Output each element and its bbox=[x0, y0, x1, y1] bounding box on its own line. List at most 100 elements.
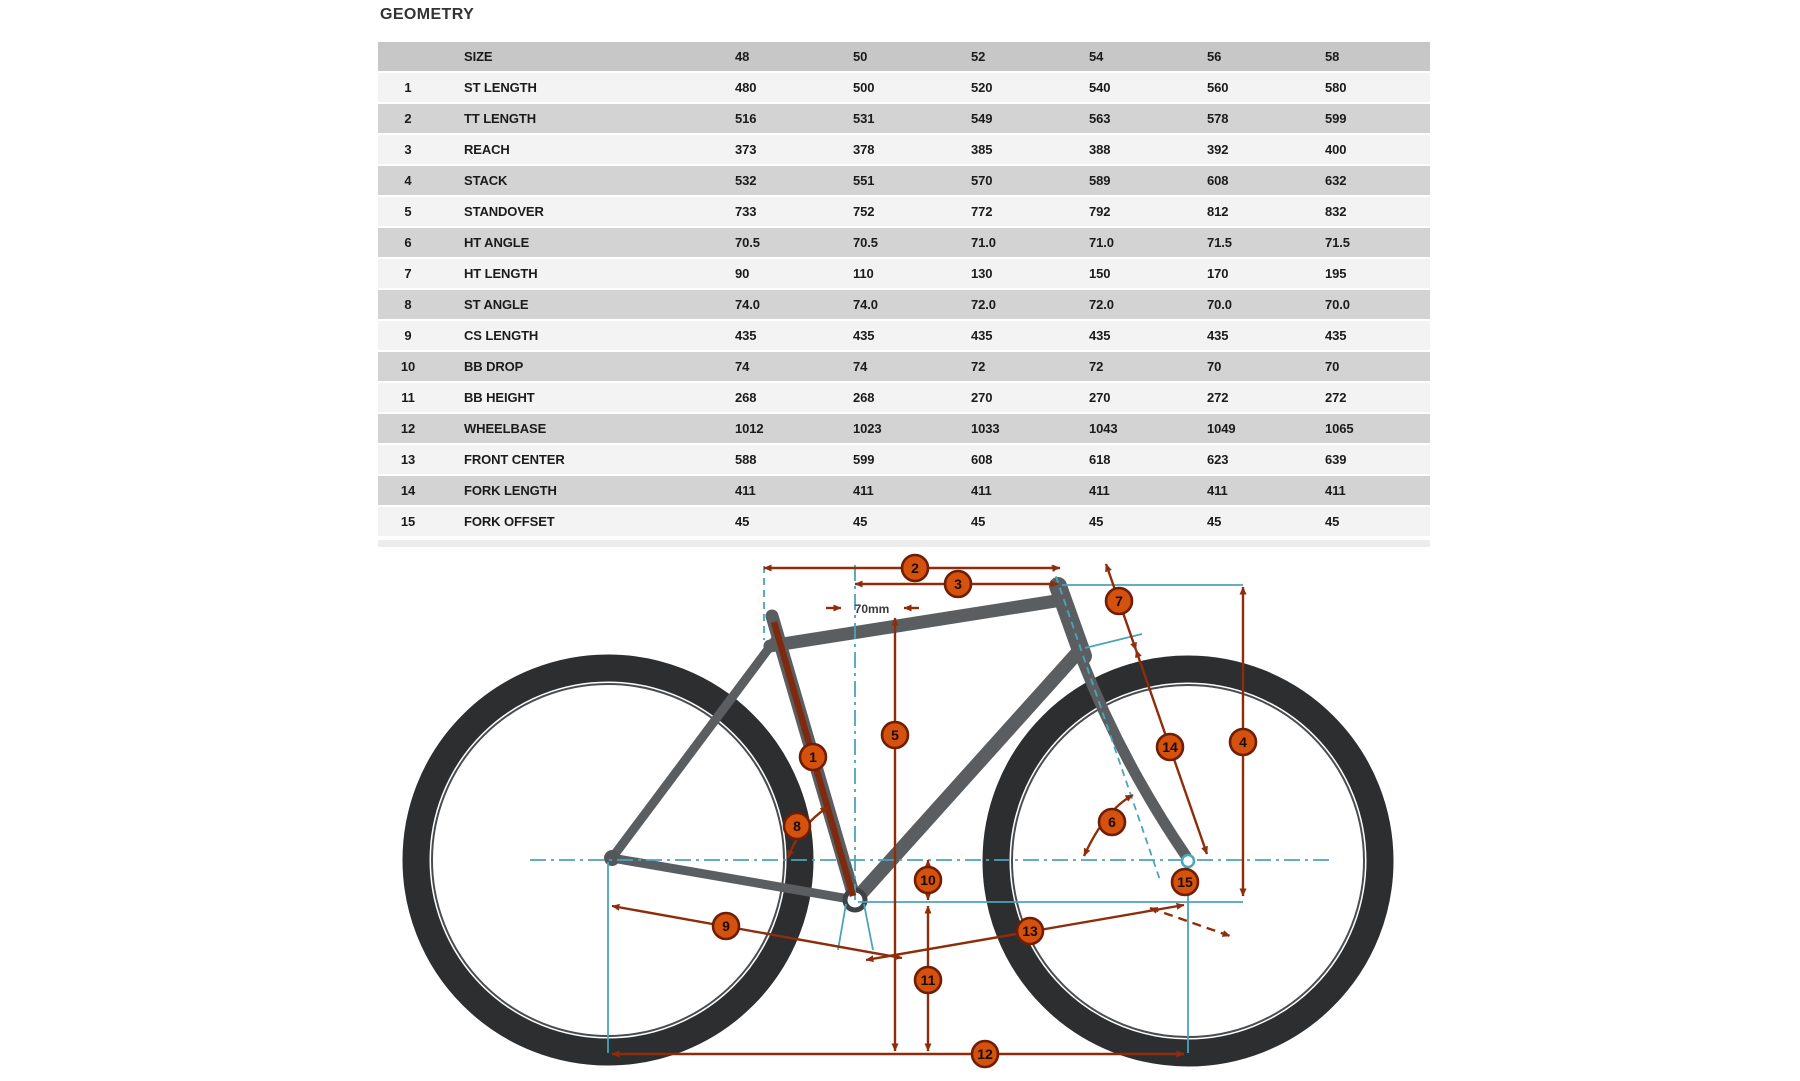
cell-value: 1012 bbox=[735, 421, 764, 436]
cell-value: 531 bbox=[853, 111, 875, 126]
cell-value: 71.0 bbox=[971, 235, 996, 250]
cell-value: 71.0 bbox=[1089, 235, 1114, 250]
row-label: ST ANGLE bbox=[464, 297, 529, 312]
table-row: 3 REACH 373 378 385 388 392 400 bbox=[378, 135, 1430, 164]
svg-text:12: 12 bbox=[977, 1046, 993, 1062]
seat-stay bbox=[607, 631, 783, 863]
callout-cs-length: 9 bbox=[711, 911, 741, 941]
cell-value: 400 bbox=[1325, 142, 1347, 157]
svg-text:7: 7 bbox=[1115, 593, 1123, 609]
cell-value: 1033 bbox=[971, 421, 1000, 436]
cell-value: 150 bbox=[1089, 266, 1111, 281]
table-row: 2 TT LENGTH 516 531 549 563 578 599 bbox=[378, 104, 1430, 133]
cell-value: 130 bbox=[971, 266, 993, 281]
callout-st-angle: 8 bbox=[782, 811, 812, 841]
section-title: GEOMETRY bbox=[380, 6, 475, 23]
cell-value: 45 bbox=[1207, 514, 1222, 529]
row-label: BB HEIGHT bbox=[464, 390, 535, 405]
cell-value: 411 bbox=[735, 483, 756, 498]
geometry-table: SIZE 48 50 52 54 56 58 1 ST LENGTH 480 500 5… bbox=[378, 40, 1430, 538]
cell-value: 588 bbox=[735, 452, 757, 467]
row-number: 1 bbox=[404, 80, 412, 95]
top-tube bbox=[763, 593, 1069, 653]
cell-value: 70.0 bbox=[1325, 297, 1350, 312]
cell-value: 1043 bbox=[1089, 421, 1118, 436]
cell-value: 599 bbox=[853, 452, 875, 467]
cell-value: 532 bbox=[735, 173, 757, 188]
column-header-size: SIZE bbox=[464, 49, 493, 64]
table-row: 13 FRONT CENTER 588 599 608 618 623 639 bbox=[378, 445, 1430, 474]
cell-value: 411 bbox=[1325, 483, 1346, 498]
geometry-table-body: 1 ST LENGTH 480 500 520 540 560 580 2 TT LENGTH 51… bbox=[378, 73, 1430, 536]
callout-front-center: 13 bbox=[1015, 916, 1045, 946]
cell-value: 378 bbox=[853, 142, 875, 157]
svg-text:5: 5 bbox=[891, 727, 899, 743]
cell-value: 578 bbox=[1207, 111, 1229, 126]
row-label: CS LENGTH bbox=[464, 328, 539, 343]
cell-value: 71.5 bbox=[1325, 235, 1350, 250]
cell-value: 72.0 bbox=[971, 297, 996, 312]
table-footer-strip bbox=[378, 540, 1430, 547]
cell-value: 520 bbox=[971, 80, 993, 95]
row-label: HT LENGTH bbox=[464, 266, 538, 281]
cell-value: 270 bbox=[1089, 390, 1111, 405]
cell-value: 563 bbox=[1089, 111, 1111, 126]
callout-standover: 5 bbox=[880, 720, 910, 750]
row-number: 2 bbox=[404, 111, 412, 126]
rear-dropout bbox=[604, 850, 620, 866]
table-row: 4 STACK 532 551 570 589 608 632 bbox=[378, 166, 1430, 195]
cell-value: 72 bbox=[1089, 359, 1104, 374]
row-label: FORK LENGTH bbox=[464, 483, 557, 498]
cell-value: 435 bbox=[735, 328, 757, 343]
row-label: ST LENGTH bbox=[464, 80, 537, 95]
front-axle-marker bbox=[1180, 853, 1196, 869]
row-label: STANDOVER bbox=[464, 204, 544, 219]
callout-bb-drop: 10 bbox=[913, 865, 943, 895]
cell-value: 435 bbox=[853, 328, 875, 343]
cell-value: 270 bbox=[971, 390, 993, 405]
cell-value: 272 bbox=[1325, 390, 1347, 405]
cell-value: 392 bbox=[1207, 142, 1229, 157]
cell-value: 570 bbox=[971, 173, 993, 188]
cell-value: 74.0 bbox=[853, 297, 878, 312]
column-header-52: 52 bbox=[971, 49, 986, 64]
cell-value: 72.0 bbox=[1089, 297, 1114, 312]
cell-value: 170 bbox=[1207, 266, 1229, 281]
cell-value: 74 bbox=[735, 359, 750, 374]
cell-value: 580 bbox=[1325, 80, 1347, 95]
head-tube bbox=[1049, 577, 1092, 665]
cell-value: 1049 bbox=[1207, 421, 1236, 436]
cell-value: 45 bbox=[853, 514, 868, 529]
svg-text:9: 9 bbox=[722, 918, 730, 934]
dim-fork-offset-line bbox=[1149, 906, 1231, 938]
cell-value: 560 bbox=[1207, 80, 1229, 95]
callout-stack: 4 bbox=[1228, 727, 1258, 757]
cell-value: 70 bbox=[1207, 359, 1222, 374]
cell-value: 411 bbox=[1089, 483, 1110, 498]
cell-value: 792 bbox=[1089, 204, 1111, 219]
row-number: 11 bbox=[401, 390, 415, 405]
cell-value: 45 bbox=[735, 514, 750, 529]
row-label: TT LENGTH bbox=[464, 111, 537, 126]
cell-value: 608 bbox=[1207, 173, 1229, 188]
row-number: 15 bbox=[400, 514, 416, 529]
cell-value: 70 bbox=[1325, 359, 1340, 374]
svg-text:15: 15 bbox=[1177, 874, 1193, 890]
row-number: 9 bbox=[404, 328, 412, 343]
cell-value: 639 bbox=[1325, 452, 1347, 467]
table-row: 14 FORK LENGTH 411 411 411 411 411 411 bbox=[378, 476, 1430, 505]
cell-value: 272 bbox=[1207, 390, 1229, 405]
row-label: WHEELBASE bbox=[464, 421, 547, 436]
cell-value: 500 bbox=[853, 80, 875, 95]
row-label: FORK OFFSET bbox=[464, 514, 555, 529]
cell-value: 195 bbox=[1325, 266, 1347, 281]
row-number: 14 bbox=[400, 483, 416, 498]
cell-value: 72 bbox=[971, 359, 986, 374]
cell-value: 623 bbox=[1207, 452, 1229, 467]
row-number: 6 bbox=[404, 235, 412, 250]
row-number: 3 bbox=[404, 142, 412, 157]
cell-value: 435 bbox=[1325, 328, 1347, 343]
callout-fork-offset: 15 bbox=[1170, 867, 1200, 897]
cell-value: 385 bbox=[971, 142, 993, 157]
